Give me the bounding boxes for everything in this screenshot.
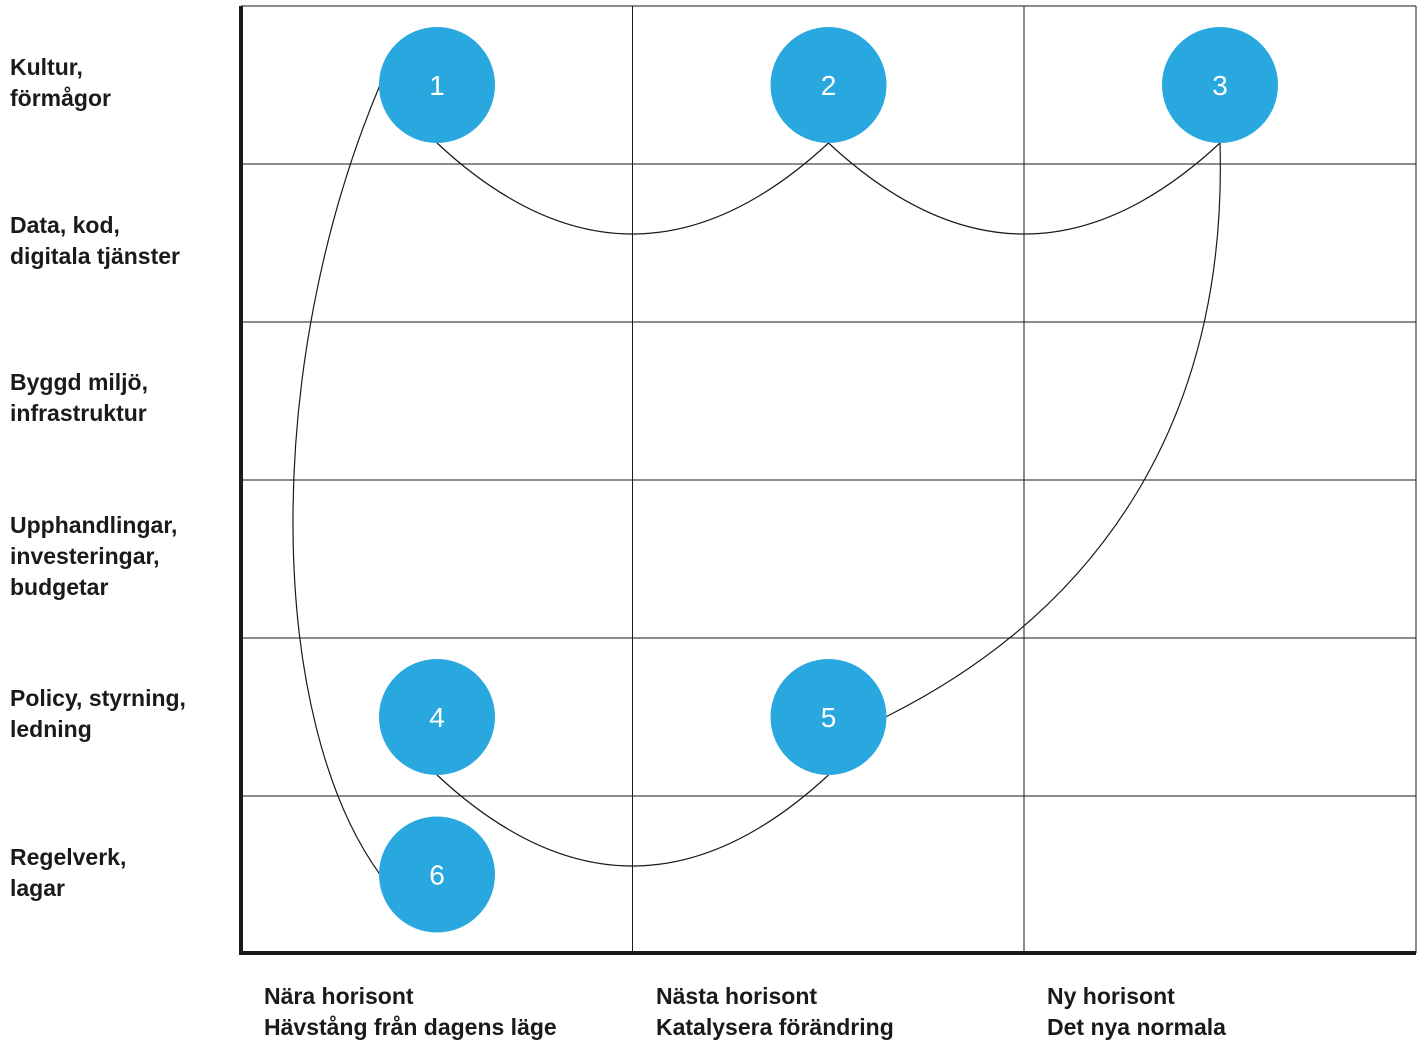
column-title-new: Ny horisont [1047, 983, 1175, 1009]
row-label-policy: Policy, styrning, ledning [10, 685, 186, 742]
row-label-regulation: Regelverk, lagar [10, 844, 127, 901]
node-3: 3 [1162, 27, 1278, 143]
row-label-data: Data, kod, digitala tjänster [10, 212, 180, 269]
node-number: 6 [429, 860, 445, 891]
column-title-next: Nästa horisont [656, 983, 818, 1009]
connector-3-5 [885, 142, 1221, 718]
node-1: 1 [379, 27, 495, 143]
node-circle [1162, 27, 1278, 143]
node-number: 2 [821, 70, 837, 101]
node-circle [379, 27, 495, 143]
node-circle [770, 659, 887, 775]
node-6: 6 [379, 816, 495, 933]
column-subtitle-next: Katalysera förändring [656, 1014, 894, 1040]
column-label-new: Ny horisont Det nya normala [1047, 981, 1226, 1043]
column-label-next: Nästa horisont Katalysera förändring [656, 981, 894, 1043]
node-circle [379, 816, 495, 933]
row-label-procurement: Upphandlingar, investeringar, budgetar [10, 512, 178, 600]
connector-1-2 [436, 142, 829, 235]
nodes: 1 2 3 4 5 6 [379, 27, 1278, 933]
row-label-built-environment: Byggd miljö, infrastruktur [10, 369, 148, 426]
connector-5-4 [436, 774, 829, 867]
node-4: 4 [379, 659, 495, 775]
column-label-near: Nära horisont Hävstång från dagens läge [264, 981, 557, 1043]
grid [239, 5, 1417, 955]
node-number: 1 [429, 70, 445, 101]
connectors [292, 84, 1221, 875]
row-label-culture: Kultur, förmågor [10, 54, 111, 111]
node-number: 4 [429, 702, 445, 733]
column-title-near: Nära horisont [264, 983, 414, 1009]
node-number: 3 [1212, 70, 1228, 101]
node-number: 5 [821, 702, 837, 733]
node-2: 2 [770, 27, 887, 143]
node-circle [770, 27, 887, 143]
node-circle [379, 659, 495, 775]
column-subtitle-near: Hävstång från dagens läge [264, 1014, 557, 1040]
node-5: 5 [770, 659, 887, 775]
connector-2-3 [828, 142, 1221, 235]
connector-1-6 [292, 84, 381, 875]
column-subtitle-new: Det nya normala [1047, 1014, 1226, 1040]
